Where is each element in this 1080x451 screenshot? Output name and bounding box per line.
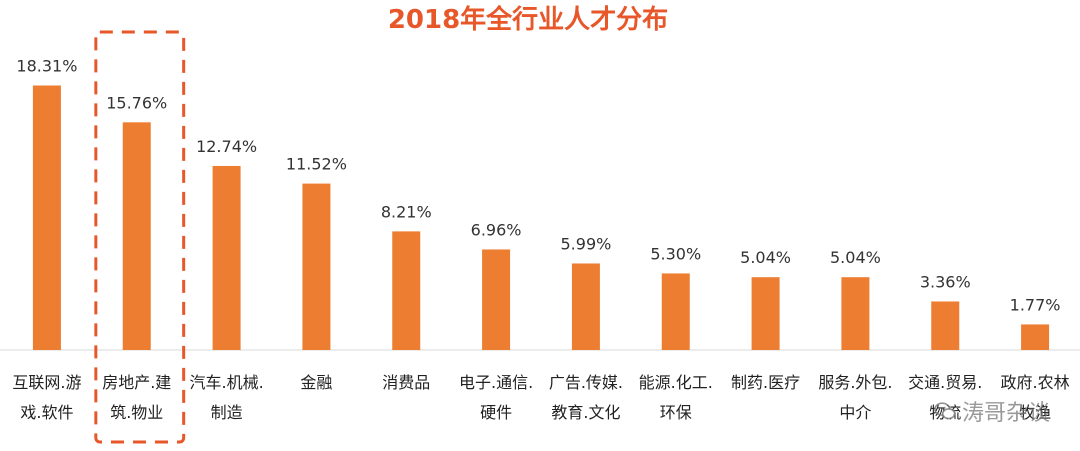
tick-label: 汽车.机械. [189, 373, 263, 392]
tick-label: 中介 [839, 403, 871, 422]
bar [931, 301, 960, 350]
watermark-text: 涛哥杂谈 [961, 401, 1050, 426]
tick-label: 筑.物业 [110, 403, 163, 422]
tick-label: 政府.农林 [1001, 373, 1070, 392]
data-label: 5.99% [561, 234, 612, 253]
data-label: 5.30% [650, 244, 701, 263]
data-label: 18.31% [16, 56, 77, 75]
value-labels-layer: 18.31% 15.76% 12.74% 11.52% 8.21% 6.96% 5.99% 5… [16, 56, 1060, 314]
data-label: 12.74% [196, 137, 257, 156]
tick-label: 交通.贸易. [908, 373, 982, 392]
tick-label: 制造 [211, 403, 243, 422]
data-label: 6.96% [471, 220, 522, 239]
bar [392, 231, 421, 350]
tick-label: 电子.通信. [459, 373, 533, 392]
data-label: 1.77% [1010, 295, 1061, 314]
bar [482, 249, 511, 350]
tick-label: 戏.软件 [20, 403, 73, 422]
bar [302, 183, 331, 350]
tick-label: 能源.化工. [639, 373, 713, 392]
data-label: 5.04% [740, 248, 791, 267]
bar [1021, 324, 1050, 350]
highlight-box [94, 30, 186, 444]
bars-layer [32, 85, 1050, 350]
bar [661, 273, 690, 350]
tick-label: 服务.外包. [818, 373, 892, 392]
data-label: 15.76% [106, 93, 167, 112]
category-labels-layer: 互联网.游戏.软件 房地产.建筑.物业 汽车.机械. 制造 金融 消费品 电子.通信. 硬件 广… [12, 373, 1069, 422]
wechat-icon [934, 402, 956, 420]
data-label: 5.04% [830, 248, 881, 267]
tick-label: 房地产.建 [102, 373, 171, 392]
data-label: 3.36% [920, 272, 971, 291]
bar [212, 165, 241, 350]
tick-label: 互联网.游 [12, 373, 81, 392]
bar [571, 263, 600, 350]
watermark: 涛哥杂谈 [934, 395, 1050, 427]
tick-label: 金融 [300, 373, 332, 392]
tick-label: 环保 [660, 403, 692, 422]
tick-label: 教育.文化 [551, 403, 620, 422]
tick-label: 消费品 [382, 373, 430, 392]
chart-title: 2018年全行业人才分布 [388, 4, 668, 35]
bar [751, 277, 780, 350]
tick-label: 牧渔 [1019, 403, 1051, 422]
bar [122, 122, 151, 350]
bar [841, 277, 870, 350]
bar [32, 85, 61, 350]
tick-label: 硬件 [480, 403, 512, 422]
data-label: 11.52% [286, 155, 347, 174]
tick-label: 制药.医疗 [731, 373, 800, 392]
data-label: 8.21% [381, 202, 432, 221]
tick-label: 广告.传媒. [549, 373, 623, 392]
